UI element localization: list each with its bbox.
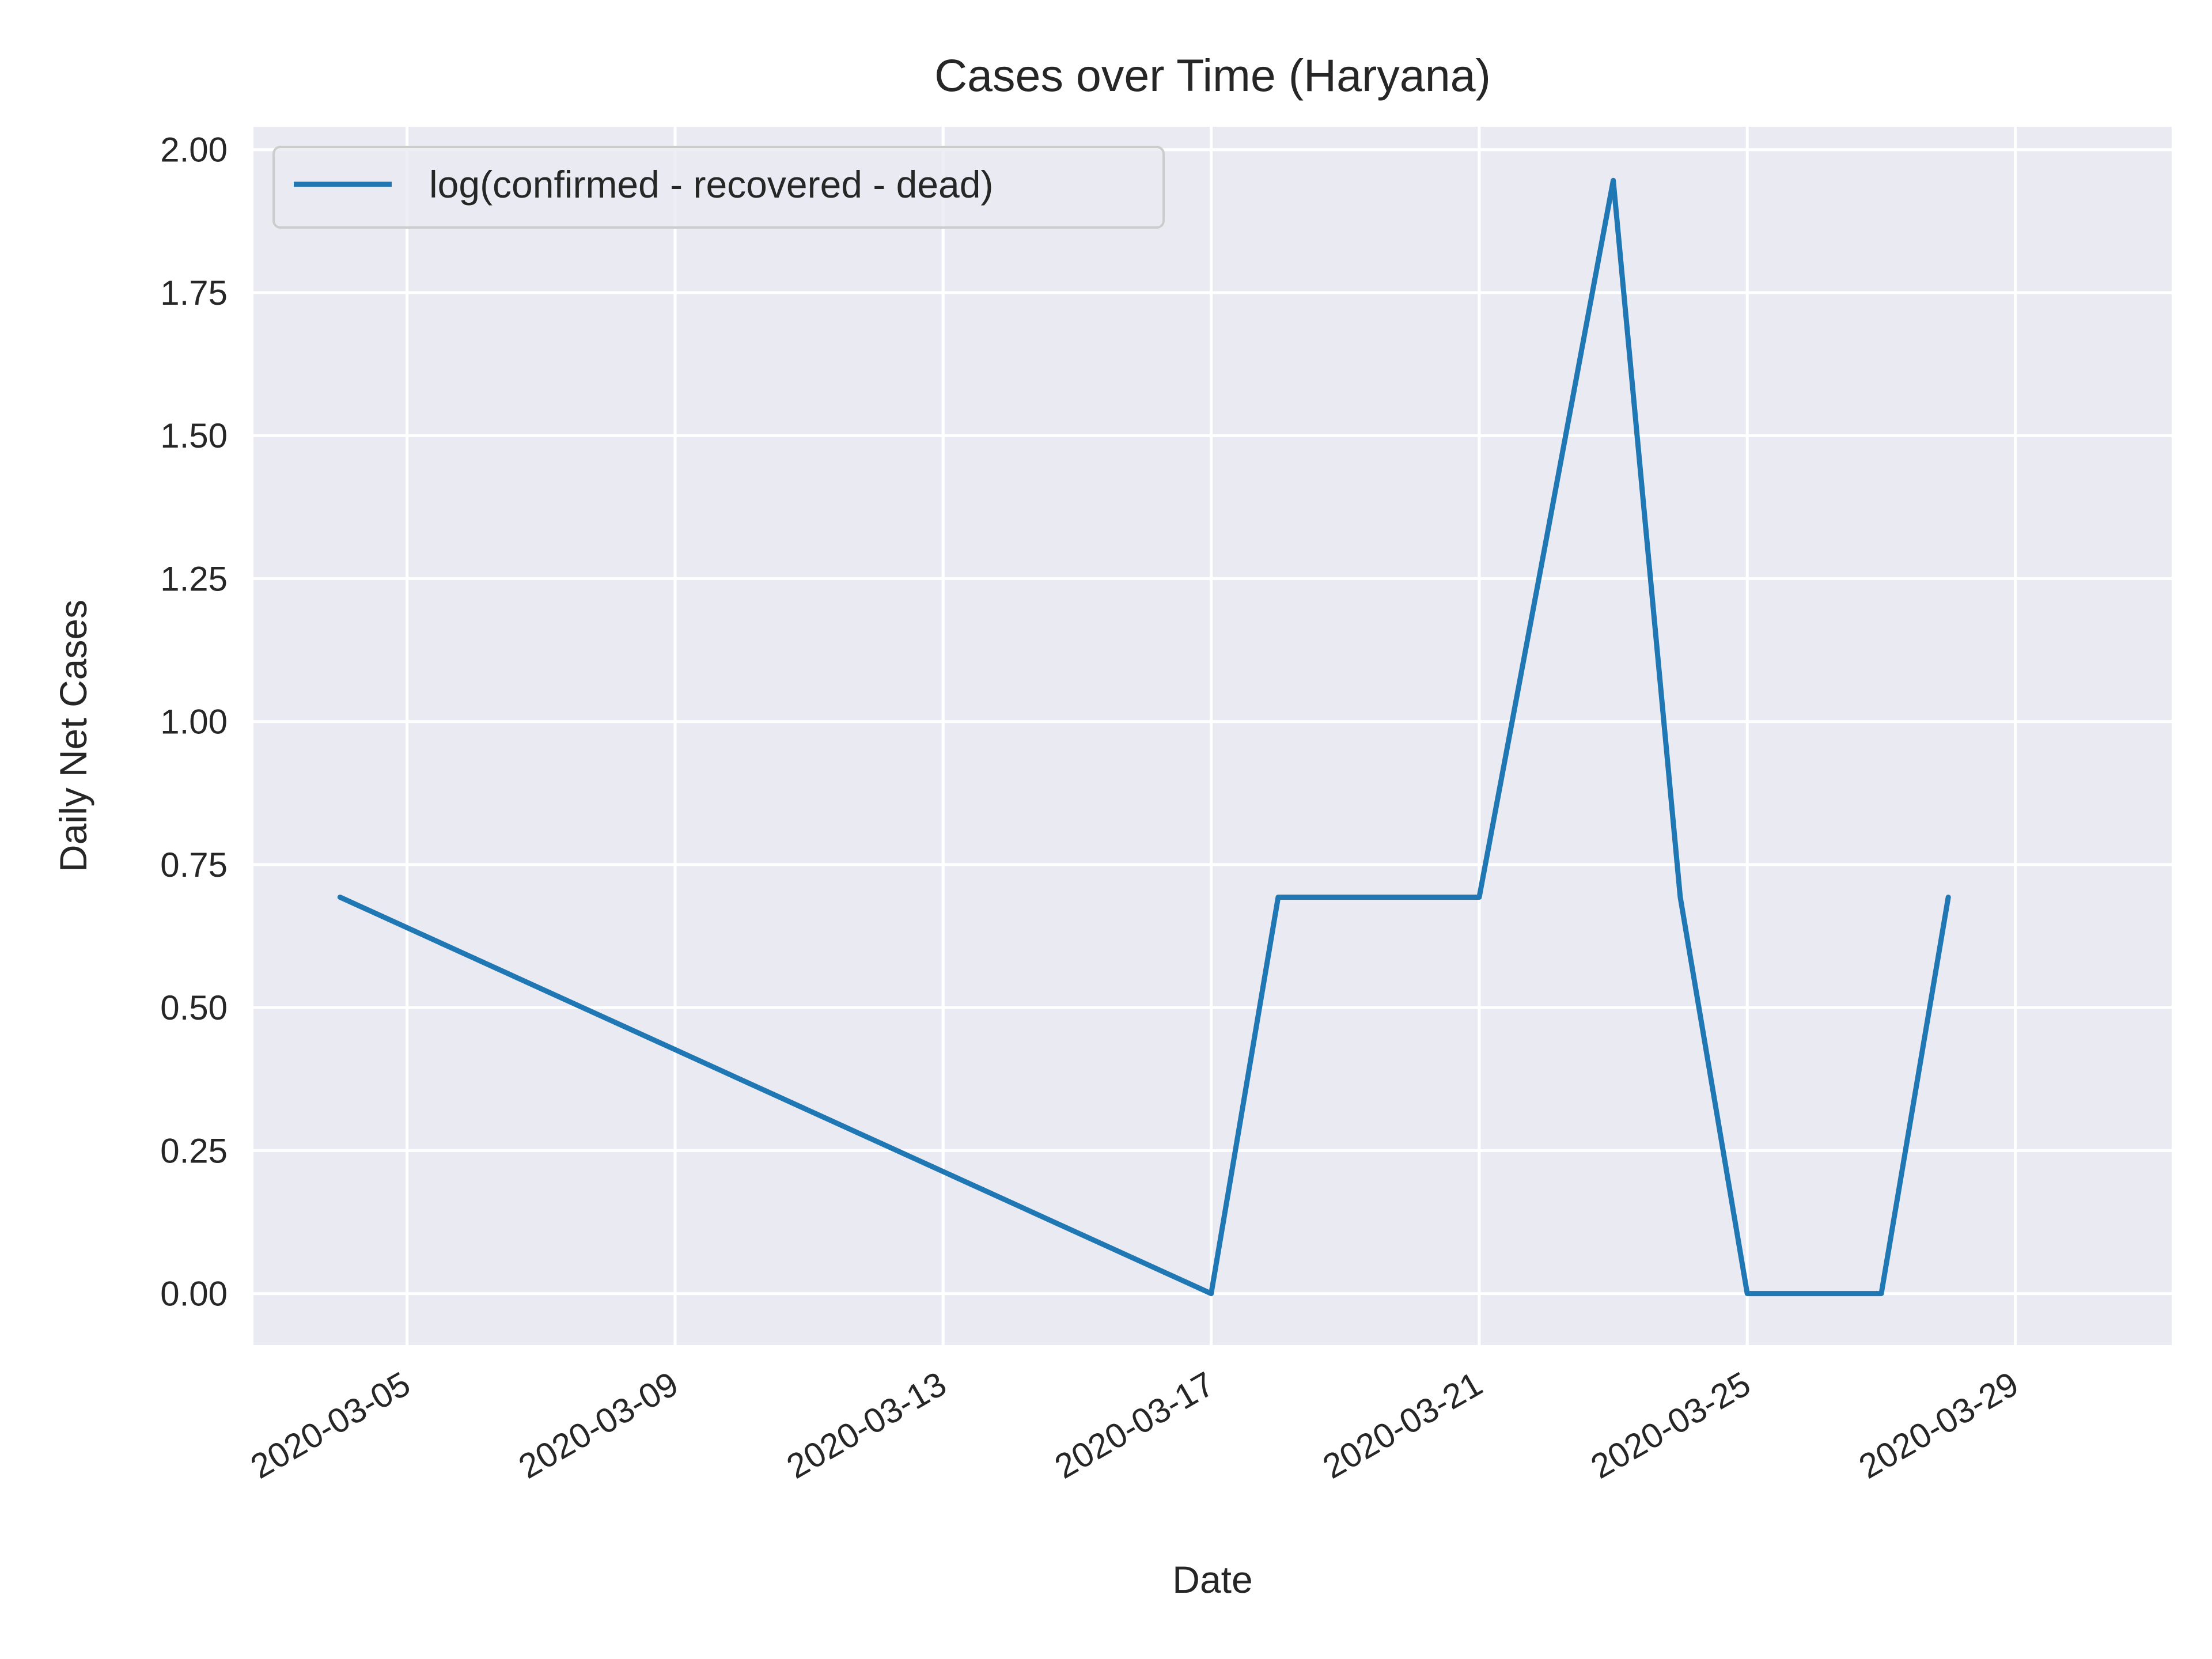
y-tick-label: 0.00 (160, 1275, 228, 1313)
x-axis-label: Date (1172, 1558, 1252, 1601)
y-tick-label: 2.00 (160, 131, 228, 169)
y-tick-label: 0.50 (160, 988, 228, 1027)
y-axis-tick-labels: 0.00 0.25 0.50 0.75 1.00 1.25 1.50 1.75 2.00 (160, 131, 228, 1313)
y-tick-label: 0.25 (160, 1131, 228, 1170)
y-tick-label: 1.00 (160, 703, 228, 741)
legend-label: log(confirmed - recovered - dead) (429, 163, 993, 206)
y-tick-label: 1.50 (160, 416, 228, 455)
series-line (337, 177, 1951, 1297)
vertical-gridlines (406, 127, 2017, 1345)
chart-title: Cases over Time (Haryana) (934, 50, 1491, 101)
y-axis-label: Daily Net Cases (52, 600, 94, 872)
y-tick-label: 1.25 (160, 559, 228, 598)
legend-box (272, 146, 1165, 229)
y-tick-label: 0.75 (160, 846, 228, 884)
legend: log(confirmed - recovered - dead) (272, 146, 1165, 229)
y-tick-label: 1.75 (160, 274, 228, 312)
series-lines (337, 177, 1951, 1297)
